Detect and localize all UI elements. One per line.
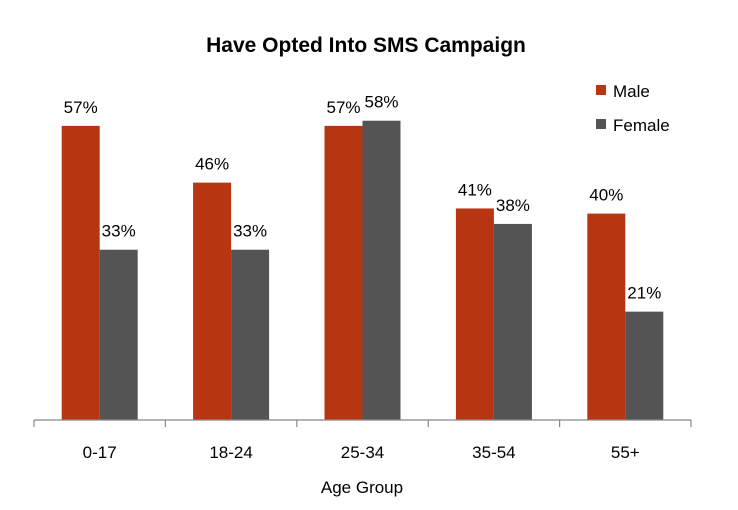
data-label-male-3: 41% <box>458 180 492 199</box>
data-label-male-0: 57% <box>64 98 98 117</box>
data-label-male-4: 40% <box>589 186 623 205</box>
legend-swatch-male <box>596 85 606 95</box>
legend-label-male: Male <box>613 82 650 101</box>
data-label-male-1: 46% <box>195 155 229 174</box>
legend-swatch-female <box>596 119 606 129</box>
bar-female-1 <box>231 249 270 420</box>
bar-female-4 <box>625 311 664 420</box>
data-label-female-1: 33% <box>233 222 267 241</box>
data-label-female-3: 38% <box>496 196 530 215</box>
x-tick-label-4: 55+ <box>611 443 640 462</box>
bar-male-2 <box>324 125 363 420</box>
bar-female-3 <box>493 223 532 420</box>
data-label-female-4: 21% <box>627 284 661 303</box>
x-tick-label-0: 0-17 <box>83 443 117 462</box>
bar-male-1 <box>193 182 232 420</box>
data-label-female-2: 58% <box>364 93 398 112</box>
data-label-male-2: 57% <box>326 98 360 117</box>
bar-male-4 <box>587 213 626 420</box>
bar-female-2 <box>362 120 401 420</box>
x-tick-label-3: 35-54 <box>472 443 515 462</box>
legend-label-female: Female <box>613 116 670 135</box>
bar-female-0 <box>99 249 138 420</box>
x-tick-label-2: 25-34 <box>341 443 384 462</box>
legend: Male Female <box>596 82 670 135</box>
chart-title: Have Opted Into SMS Campaign <box>206 34 526 57</box>
data-label-female-0: 33% <box>102 222 136 241</box>
x-axis-ticks: 0-17 18-24 25-34 35-54 55+ <box>33 420 692 462</box>
bars-group: 57%33%46%33%57% 58%41%38%40%21% <box>61 93 664 420</box>
bar-male-3 <box>455 208 494 420</box>
x-axis-title: Age Group <box>321 478 403 497</box>
bar-male-0 <box>61 125 100 420</box>
x-tick-label-1: 18-24 <box>209 443 252 462</box>
